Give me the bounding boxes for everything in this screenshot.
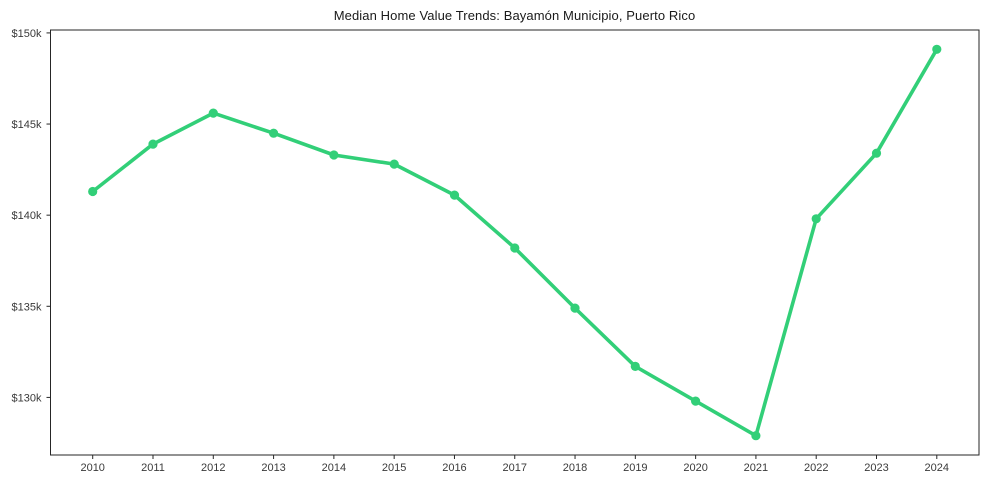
y-tick-label: $135k: [12, 301, 42, 313]
x-tick-label: 2024: [925, 462, 949, 474]
data-point: [449, 190, 460, 200]
data-point: [148, 139, 158, 149]
data-point: [751, 431, 761, 441]
x-tick-label: 2016: [442, 462, 466, 474]
y-tick-label: $140k: [12, 210, 42, 222]
x-tick-label: 2013: [261, 462, 285, 474]
x-tick-label: 2014: [322, 462, 346, 474]
x-tick-label: 2012: [201, 462, 225, 474]
plot-frame: [50, 29, 980, 456]
data-point: [570, 303, 580, 313]
x-tick-label: 2022: [804, 462, 828, 474]
y-tick-label: $145k: [12, 119, 42, 131]
chart-title: Median Home Value Trends: Bayamón Munici…: [333, 8, 696, 23]
data-point: [329, 150, 339, 160]
x-tick-label: 2015: [382, 462, 406, 474]
x-tick-label: 2010: [80, 462, 104, 474]
data-point: [269, 128, 279, 138]
data-point: [932, 44, 942, 54]
data-point: [389, 159, 399, 169]
data-point: [691, 396, 701, 406]
data-point: [88, 186, 98, 197]
data-point: [811, 214, 821, 224]
line-series: [90, 47, 939, 438]
data-point: [510, 243, 520, 253]
x-tick-label: 2018: [563, 462, 587, 474]
y-tick-label: $130k: [12, 392, 42, 404]
data-point: [208, 108, 218, 118]
data-point: [871, 148, 882, 158]
x-tick-label: 2023: [864, 462, 888, 474]
x-tick-label: 2020: [683, 462, 707, 474]
x-tick-label: 2017: [503, 462, 527, 474]
x-tick-label: 2021: [744, 462, 768, 474]
x-tick-label: 2019: [623, 462, 647, 474]
data-point: [630, 361, 640, 371]
y-tick-label: $150k: [12, 28, 42, 40]
x-tick-label: 2011: [141, 462, 165, 474]
